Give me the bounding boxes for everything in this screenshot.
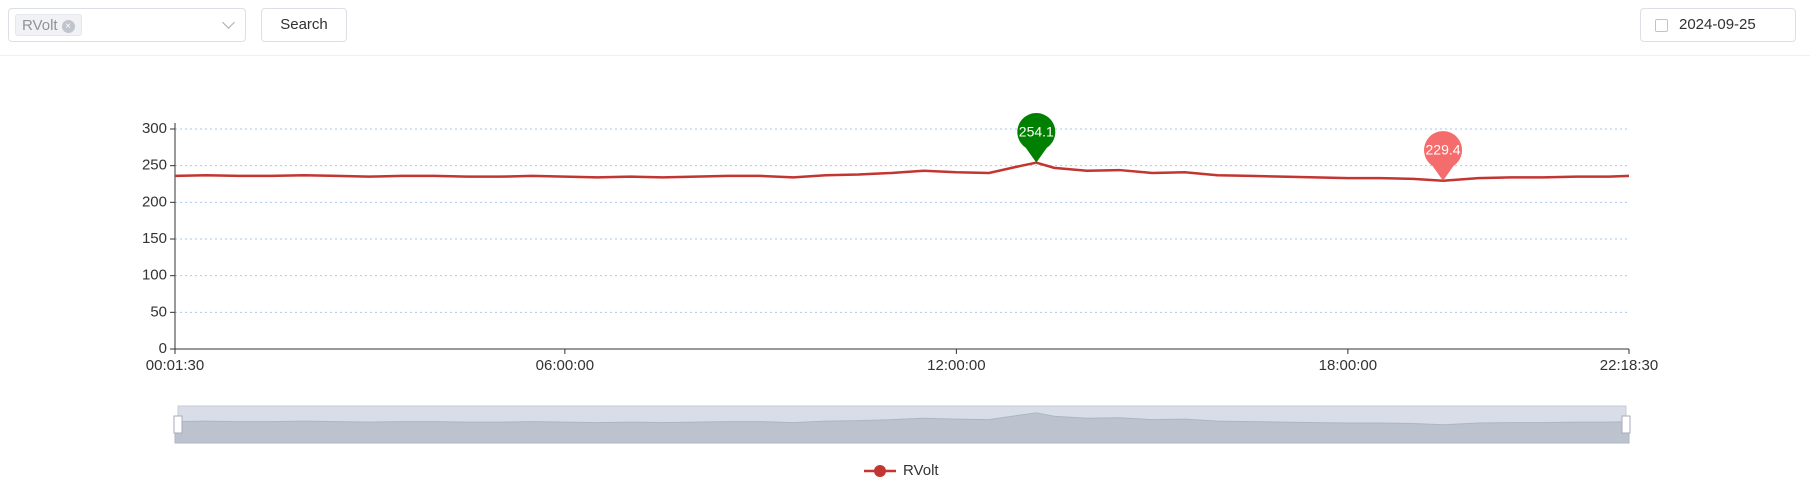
y-tick-label: 0 xyxy=(159,340,167,357)
tag-text: RVolt xyxy=(22,17,58,34)
y-tick-label: 50 xyxy=(150,303,167,320)
y-tick-label: 100 xyxy=(142,267,167,284)
x-tick-label: 12:00:00 xyxy=(927,357,985,374)
legend-label: RVolt xyxy=(903,462,939,479)
y-tick-label: 250 xyxy=(142,157,167,174)
legend-marker xyxy=(874,465,886,477)
date-picker[interactable]: 2024-09-25 xyxy=(1640,8,1796,42)
mark-label: 254.1 xyxy=(1019,123,1054,139)
chart: 0 50 100 150 200 250 300 00:01:30 06:00:00 12:00:… xyxy=(142,112,1658,479)
search-button[interactable]: Search xyxy=(261,8,347,42)
mark-pin xyxy=(1424,131,1463,181)
toolbar: RVolt × Search 2024-09-25 xyxy=(0,0,1810,56)
date-text: 2024-09-25 xyxy=(1679,16,1756,33)
tag-select[interactable]: RVolt × xyxy=(8,8,246,42)
zoom-preview xyxy=(174,412,1630,444)
zoom-handle[interactable] xyxy=(1621,415,1631,434)
x-tick-label: 22:18:30 xyxy=(1600,357,1658,374)
y-tick-label: 150 xyxy=(142,230,167,247)
mark-pin xyxy=(1017,112,1056,163)
selected-tag[interactable]: RVolt × xyxy=(15,14,82,36)
line-series xyxy=(174,161,1630,183)
dropdown-caret xyxy=(222,16,235,29)
y-tick-label: 300 xyxy=(142,120,167,137)
x-tick-label: 18:00:00 xyxy=(1319,357,1377,374)
tag-remove[interactable]: × xyxy=(61,20,75,33)
mark-label: 229.4 xyxy=(1426,141,1461,157)
y-tick-label: 200 xyxy=(142,193,167,210)
calendar-icon xyxy=(1655,19,1668,32)
x-tick-label: 00:01:30 xyxy=(146,357,204,374)
x-tick-label: 06:00:00 xyxy=(536,357,594,374)
zoom-handle[interactable] xyxy=(173,415,183,434)
